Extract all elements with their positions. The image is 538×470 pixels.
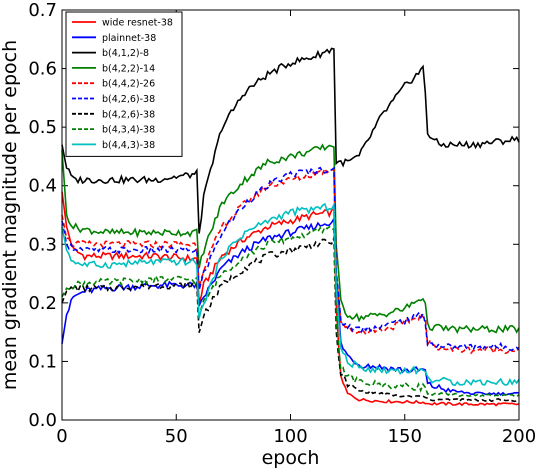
series-line bbox=[61, 237, 520, 403]
y-tick-label: 0.0 bbox=[28, 410, 57, 431]
y-tick-label: 0.4 bbox=[28, 176, 57, 197]
series-line bbox=[61, 201, 520, 387]
series-line bbox=[61, 166, 520, 352]
x-axis-label: epoch bbox=[262, 447, 320, 469]
series-line bbox=[61, 216, 520, 397]
y-tick-label: 0.3 bbox=[28, 234, 57, 255]
series-line bbox=[61, 166, 520, 356]
y-tick-label: 0.5 bbox=[28, 117, 57, 138]
legend-entry-label: b(4,1,2)-8 bbox=[102, 48, 149, 59]
legend: wide resnet-38 plainnet-38 b(4,1,2)-8 b(4,2… bbox=[65, 11, 183, 157]
legend-entry-label: b(4,3,4)-38 bbox=[102, 125, 155, 136]
y-tick-label: 0.6 bbox=[28, 59, 57, 80]
series-line bbox=[61, 191, 520, 407]
ticks-layer: 0 50 100 150 200 0.0 0.1 0.2 0.3 0.4 0.5 0.6 0.7 bbox=[28, 0, 536, 447]
x-tick-label: 50 bbox=[165, 426, 188, 447]
x-tick-label: 0 bbox=[56, 426, 67, 447]
x-tick-label: 150 bbox=[388, 426, 422, 447]
legend-entry-label: plainnet-38 bbox=[102, 33, 156, 44]
y-tick-label: 0.7 bbox=[28, 0, 57, 21]
legend-entry-label: b(4,2,6)-38 bbox=[102, 109, 155, 120]
lines-layer bbox=[61, 47, 520, 407]
legend-entry-label: b(4,2,2)-14 bbox=[102, 63, 155, 74]
x-tick-label: 200 bbox=[502, 426, 536, 447]
y-tick-label: 0.1 bbox=[28, 351, 57, 372]
legend-entry-label: wide resnet-38 bbox=[102, 18, 173, 29]
legend-entry-label: b(4,2,6)-38 bbox=[102, 94, 155, 105]
series-line bbox=[61, 47, 520, 234]
series-line bbox=[61, 225, 520, 398]
legend-box bbox=[65, 11, 183, 157]
x-tick-label: 100 bbox=[273, 426, 307, 447]
legend-entry-label: b(4,4,3)-38 bbox=[102, 140, 155, 151]
legend-entry-label: b(4,4,2)-26 bbox=[102, 79, 155, 90]
y-tick-label: 0.2 bbox=[28, 293, 57, 314]
y-axis-label: mean gradient magnitude per epoch bbox=[0, 40, 21, 390]
plot-frame bbox=[61, 9, 520, 421]
series-line bbox=[61, 143, 520, 335]
